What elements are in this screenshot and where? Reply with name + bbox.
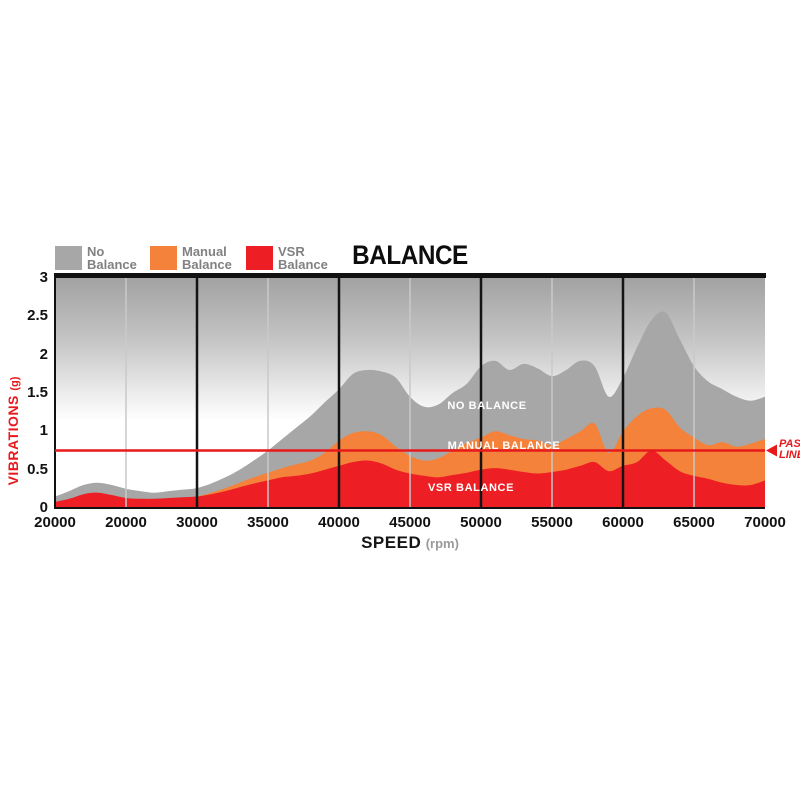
no-balance-area-label: NO BALANCE bbox=[447, 400, 527, 412]
y-tick-label: 1.5 bbox=[27, 384, 48, 401]
x-tick-label: 70000 bbox=[744, 514, 786, 531]
manual-balance-area-label: MANUAL BALANCE bbox=[447, 440, 561, 452]
x-tick-label: 60000 bbox=[602, 514, 644, 531]
x-tick-label: 20000 bbox=[34, 514, 76, 531]
pass-line-label-line: PASS bbox=[779, 438, 800, 450]
y-axis-unit: (g) bbox=[9, 376, 21, 391]
pass-line-label: PASSLINE bbox=[779, 439, 800, 461]
manual-balance-legend-label: Manual Balance bbox=[182, 244, 232, 272]
x-tick-label: 30000 bbox=[176, 514, 218, 531]
y-tick-label: 3 bbox=[39, 269, 48, 286]
legend-item-manual-balance: Manual Balance bbox=[150, 244, 232, 272]
x-tick-label: 50000 bbox=[460, 514, 502, 531]
y-axis-title: VIBRATIONS (g) bbox=[5, 361, 23, 501]
x-axis-label: SPEED bbox=[361, 533, 422, 552]
legend-label-line: VSR bbox=[278, 244, 305, 259]
y-axis-label: VIBRATIONS bbox=[5, 395, 21, 486]
x-tick-label: 55000 bbox=[531, 514, 573, 531]
x-axis-unit: (rpm) bbox=[425, 536, 459, 551]
legend-label-line: Balance bbox=[278, 256, 328, 272]
no-balance-legend-label: No Balance bbox=[87, 244, 137, 272]
legend-label-line: Balance bbox=[182, 256, 232, 272]
x-tick-label: 40000 bbox=[318, 514, 360, 531]
legend-item-no-balance: No Balance bbox=[55, 244, 137, 272]
pass-line-label-line: LINE bbox=[779, 449, 800, 461]
legend-label-line: Manual bbox=[182, 244, 227, 259]
y-tick-label: 0 bbox=[39, 499, 48, 516]
x-tick-label: 35000 bbox=[247, 514, 289, 531]
pass-line-arrow-icon bbox=[766, 444, 777, 457]
plot-top-border bbox=[54, 273, 766, 278]
plot-area bbox=[54, 273, 777, 509]
y-tick-label: 0.5 bbox=[27, 460, 48, 478]
y-tick-label: 2.5 bbox=[27, 307, 48, 325]
y-tick-label: 1 bbox=[39, 422, 48, 440]
manual-balance-swatch bbox=[150, 246, 177, 270]
chart-title: BALANCE bbox=[352, 240, 468, 270]
legend-item-vsr-balance: VSR Balance bbox=[246, 244, 328, 272]
y-tick-label: 2 bbox=[39, 345, 48, 363]
vsr-balance-area-label: VSR BALANCE bbox=[427, 482, 515, 494]
x-tick-label: 65000 bbox=[673, 514, 715, 531]
x-axis-title: SPEED (rpm) bbox=[55, 533, 765, 553]
no-balance-swatch bbox=[55, 246, 82, 270]
vsr-balance-legend-label: VSR Balance bbox=[278, 244, 328, 272]
vsr-balance-swatch bbox=[246, 246, 273, 270]
x-tick-label: 45000 bbox=[389, 514, 431, 531]
x-tick-label: 20000 bbox=[105, 514, 147, 531]
legend-label-line: No bbox=[87, 244, 105, 259]
legend-label-line: Balance bbox=[87, 256, 137, 272]
